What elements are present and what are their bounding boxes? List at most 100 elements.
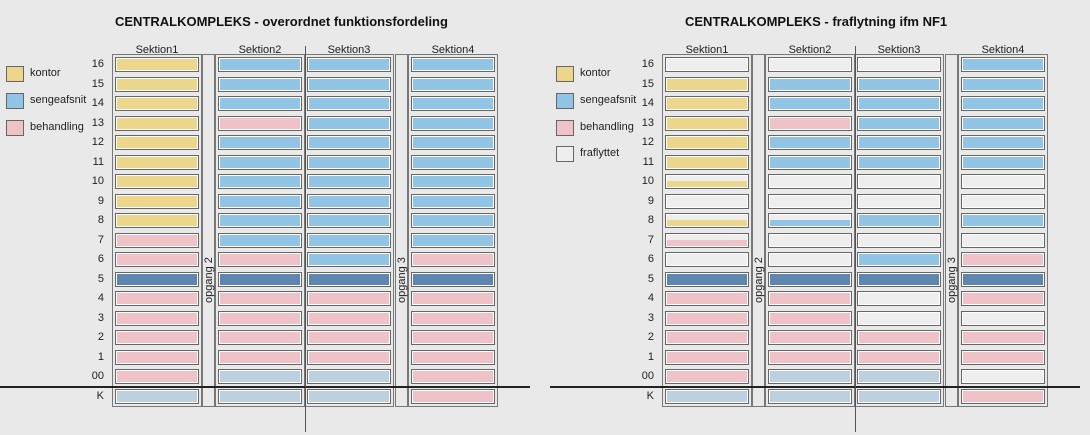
legend-label: fraflyttet: [580, 147, 620, 159]
floor-cell: [665, 57, 749, 72]
floor-label: 7: [647, 233, 654, 246]
section-header: Sektion2: [788, 44, 832, 56]
floor-cell: [857, 154, 941, 170]
floor-cell: [961, 252, 1045, 267]
floor-cell: [115, 349, 199, 365]
floor-cell: [115, 330, 199, 345]
floor-label: 15: [641, 77, 654, 90]
floor-cell: [307, 213, 391, 228]
floor-cell: [665, 96, 749, 111]
floor-cell: [218, 213, 302, 228]
floor-label: 1: [97, 350, 104, 363]
floor-label: 2: [647, 331, 654, 343]
floor-cell: [218, 369, 302, 384]
floor-cell: [768, 349, 852, 365]
floor-cell: [218, 76, 302, 92]
floor-cell: [307, 193, 391, 209]
floor-label: 5: [97, 272, 104, 285]
floor-cell: [115, 369, 199, 384]
floor-label: 11: [92, 155, 104, 168]
floor-cell: [768, 330, 852, 345]
legend-swatch: [6, 120, 24, 136]
floor-label: 14: [641, 97, 654, 109]
floor-cell: [857, 369, 941, 384]
section-header: Sektion3: [877, 44, 921, 56]
legend-swatch: [556, 93, 574, 109]
floor-cell: [768, 213, 852, 228]
floor-cell: [115, 193, 199, 209]
floor-cell: [115, 271, 199, 287]
floor-cell: [665, 154, 749, 170]
floor-cell: [961, 154, 1045, 170]
floor-label: 4: [647, 292, 654, 304]
legend-label: behandling: [580, 121, 634, 133]
floor-cell: [961, 388, 1045, 404]
floor-cell: [218, 388, 302, 404]
section-frame: [304, 54, 394, 407]
floor-label: 8: [97, 214, 104, 226]
floor-cell: [411, 76, 495, 92]
floor-label: K: [646, 389, 654, 402]
floor-cell: [115, 76, 199, 92]
floor-cell: [665, 135, 749, 150]
floor-cell: [857, 271, 941, 287]
legend-label: behandling: [30, 121, 84, 133]
floor-cell: [411, 154, 495, 170]
floor-cell: [218, 115, 302, 131]
floor-cell: [857, 76, 941, 92]
section-frame: [662, 54, 752, 407]
floor-label: 14: [91, 97, 104, 109]
floor-cell: [307, 232, 391, 248]
legend-label: sengeafsnit: [580, 94, 637, 106]
panel-fraflytning: CENTRALKOMPLEKS - fraflytning ifm NF1 kon…: [550, 0, 1090, 435]
stairwell-label: opgang 3: [396, 256, 408, 303]
floor-label: 4: [97, 292, 104, 304]
floor-cell: [115, 115, 199, 131]
floor-cell: [857, 115, 941, 131]
floor-label: 16: [641, 58, 654, 70]
floor-cell: [307, 174, 391, 189]
section-frame: [958, 54, 1048, 407]
floor-label: 9: [97, 194, 104, 207]
legend-item-sengeafsnit: sengeafsnit: [6, 93, 96, 109]
floor-cell: [218, 193, 302, 209]
floor-label: 6: [97, 253, 104, 265]
floor-label: 12: [91, 136, 104, 148]
floor-cell: [218, 310, 302, 326]
floor-cell: [307, 135, 391, 150]
stairwell-label: opgang 3: [946, 256, 958, 303]
section-frame: [854, 54, 944, 407]
floor-cell: [218, 154, 302, 170]
floor-cell: [411, 213, 495, 228]
legend-swatch: [556, 146, 574, 162]
floor-cell: [307, 388, 391, 404]
section-divider-line: [305, 46, 306, 432]
section-header: Sektion4: [431, 44, 475, 56]
floor-cell: [961, 369, 1045, 384]
section-header: Sektion2: [238, 44, 282, 56]
floor-cell: [411, 193, 495, 209]
diagram-title: CENTRALKOMPLEKS - overordnet funktionsfo…: [115, 14, 448, 29]
floor-cell: [665, 271, 749, 287]
floor-cell: [218, 349, 302, 365]
legend-label: kontor: [30, 67, 61, 79]
legend-item-behandling: behandling: [6, 120, 96, 136]
floor-cell: [411, 369, 495, 384]
legend-item-sengeafsnit: sengeafsnit: [556, 93, 646, 109]
stairwell: [202, 54, 215, 407]
floor-label: 15: [91, 77, 104, 90]
floor-label: 10: [91, 175, 104, 187]
floor-label: 16: [91, 58, 104, 70]
floor-label: 10: [641, 175, 654, 187]
section-header: Sektion4: [981, 44, 1025, 56]
floor-cell: [961, 310, 1045, 326]
floor-cell: [411, 174, 495, 189]
floor-cell: [218, 232, 302, 248]
floor-cell: [961, 213, 1045, 228]
floor-cell: [411, 330, 495, 345]
floor-cell: [665, 330, 749, 345]
floor-cell: [768, 96, 852, 111]
section-frame: [112, 54, 202, 407]
floor-cell: [411, 388, 495, 404]
floor-cell: [307, 252, 391, 267]
